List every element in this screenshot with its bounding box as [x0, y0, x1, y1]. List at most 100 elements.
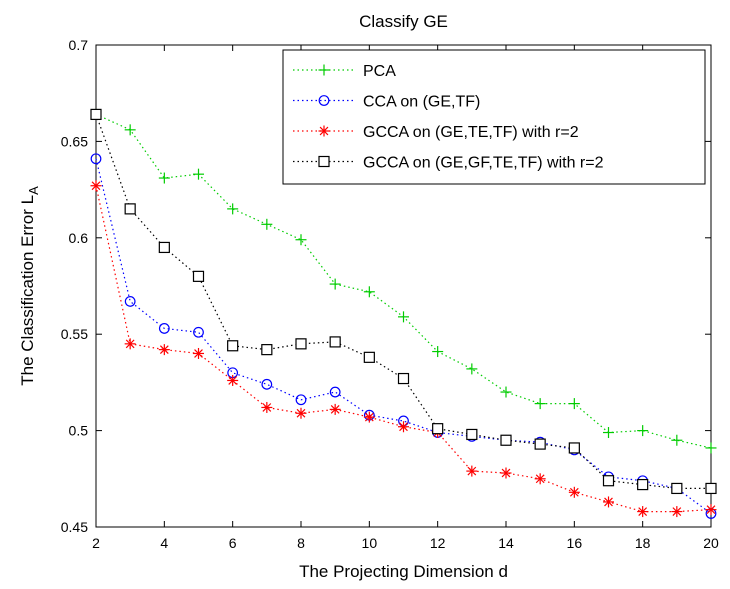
data-point	[568, 486, 580, 498]
data-point	[261, 378, 273, 390]
data-point	[363, 351, 375, 363]
data-point	[329, 336, 341, 348]
data-point	[227, 374, 239, 386]
x-tick-label: 2	[92, 535, 100, 551]
data-point	[534, 398, 546, 410]
legend-label: GCCA on (GE,GF,TE,TF) with r=2	[363, 155, 604, 172]
legend-swatch-marker	[318, 95, 330, 106]
x-tick-label: 8	[297, 535, 305, 551]
x-tick-label: 6	[229, 535, 237, 551]
data-point	[637, 425, 649, 437]
data-point	[193, 326, 204, 338]
x-tick-label: 16	[567, 535, 583, 551]
y-tick-label: 0.55	[61, 326, 88, 342]
data-point	[227, 340, 239, 352]
data-point	[534, 438, 546, 450]
data-point	[329, 278, 341, 290]
data-point	[124, 203, 136, 215]
legend-swatch-marker	[318, 64, 330, 76]
x-tick-label: 20	[703, 535, 719, 551]
data-point	[398, 421, 409, 433]
data-point	[637, 506, 649, 518]
x-axis-title: The Projecting Dimension d	[299, 562, 508, 581]
legend: PCA CCA on (GE,TF) GCCA on (GE,TE,TF) with…	[282, 49, 706, 185]
data-point	[158, 241, 170, 254]
data-point	[603, 496, 614, 508]
data-point	[158, 172, 170, 184]
y-tick-label: 0.5	[69, 423, 89, 439]
data-point	[466, 363, 478, 375]
legend-box	[282, 49, 706, 185]
data-point	[602, 475, 615, 487]
x-tick-label: 10	[362, 535, 378, 551]
ticks-layer: 2 4 6 8 10 12 14 16 18 20 0.45 0.5 0.55 0.6 0.65 0.7	[61, 37, 719, 551]
y-tick-label: 0.45	[61, 519, 88, 535]
legend-label: GCCA on (GE,TE,TF) with r=2	[363, 124, 579, 141]
data-point	[432, 346, 444, 358]
data-point	[500, 386, 512, 398]
data-point	[568, 442, 580, 454]
data-point	[90, 108, 102, 121]
data-point	[500, 434, 512, 446]
data-point	[124, 338, 136, 350]
legend-entry: GCCA on (GE,TE,TF) with r=2	[293, 124, 579, 141]
data-point	[705, 504, 717, 516]
data-point	[295, 407, 307, 419]
legend-label: CCA on (GE,TF)	[363, 94, 480, 111]
data-point	[124, 296, 136, 307]
data-point	[705, 442, 717, 454]
legend-entry: CCA on (GE,TF)	[293, 94, 480, 111]
legend-swatch-marker	[318, 155, 330, 168]
x-tick-label: 12	[430, 535, 446, 551]
chart-title: Classify GE	[359, 12, 448, 31]
data-point	[500, 467, 512, 479]
x-tick-label: 18	[635, 535, 651, 551]
y-axis-title-subscript: A	[26, 186, 41, 195]
data-point	[261, 401, 273, 413]
legend-entry: GCCA on (GE,GF,TE,TF) with r=2	[293, 155, 604, 172]
data-point	[261, 344, 273, 356]
data-point	[261, 218, 273, 230]
data-point	[671, 482, 683, 495]
data-point	[671, 434, 683, 446]
data-point	[193, 347, 204, 359]
y-tick-label: 0.6	[69, 230, 89, 246]
legend-label: PCA	[363, 63, 396, 80]
data-point	[329, 386, 341, 398]
y-axis-title-main: The Classification Error L	[18, 195, 37, 386]
data-point	[705, 482, 717, 495]
data-point	[295, 394, 307, 406]
series-layer	[90, 108, 717, 519]
data-point	[124, 124, 136, 136]
data-point	[192, 270, 205, 282]
legend-entry: PCA	[293, 63, 396, 80]
data-point	[193, 168, 204, 180]
data-point	[227, 203, 239, 215]
x-tick-label: 14	[498, 535, 514, 551]
y-tick-label: 0.7	[69, 37, 89, 53]
data-point	[295, 338, 307, 350]
data-point	[432, 423, 444, 435]
legend-swatch-marker	[318, 125, 330, 137]
data-point	[158, 323, 170, 334]
data-point	[568, 398, 580, 410]
data-point	[363, 286, 375, 298]
data-point	[466, 428, 478, 441]
data-point	[363, 411, 375, 423]
data-point	[466, 465, 478, 477]
data-point	[534, 473, 546, 485]
data-point	[637, 478, 649, 491]
x-tick-label: 4	[160, 535, 168, 551]
data-point	[295, 234, 307, 246]
data-point	[398, 311, 409, 323]
data-point	[329, 403, 341, 415]
y-axis-title: The Classification Error LA	[18, 186, 41, 386]
data-point	[90, 153, 102, 165]
data-point	[158, 344, 170, 356]
series-1	[90, 108, 717, 454]
data-point	[671, 506, 683, 518]
data-point	[397, 372, 410, 385]
data-point	[90, 180, 102, 192]
series-4	[90, 108, 717, 495]
